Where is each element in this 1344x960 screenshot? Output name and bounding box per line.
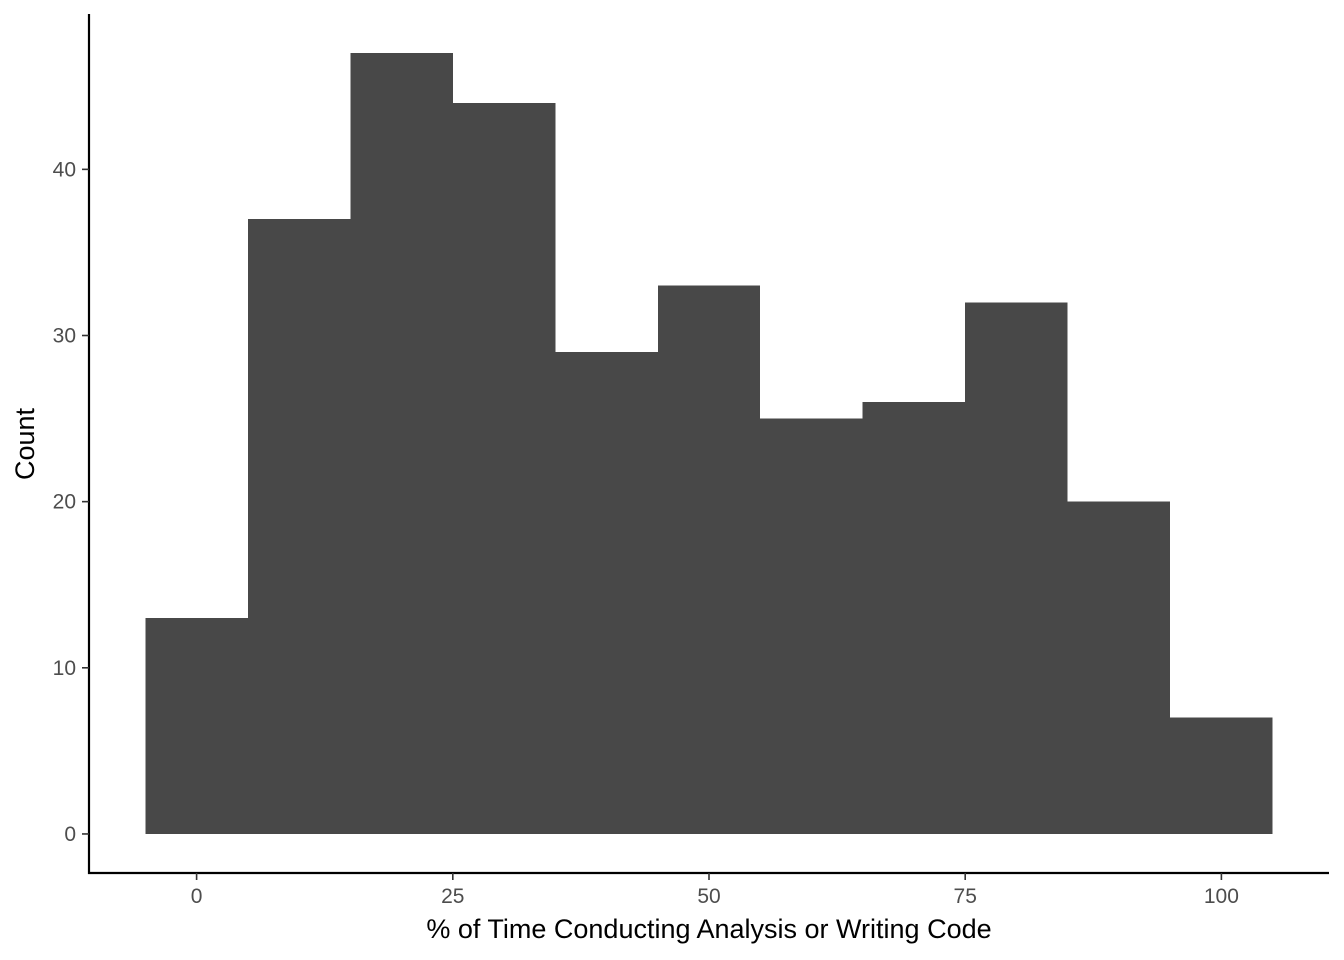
bars-group <box>145 53 1273 834</box>
x-ticks-group: 0 25 50 75 100 <box>191 873 1239 908</box>
y-tick-label: 40 <box>53 158 76 181</box>
y-ticks-group: 0 10 20 30 40 <box>53 158 89 846</box>
histogram-bar-0 <box>145 617 248 834</box>
x-tick-label: 25 <box>441 885 464 908</box>
histogram-bar-4 <box>555 352 658 834</box>
histogram-bar-9 <box>1067 501 1171 834</box>
histogram-bar-3 <box>452 102 556 834</box>
histogram-bar-7 <box>862 401 966 834</box>
histogram-bar-2 <box>350 53 453 834</box>
x-axis-title: % of Time Conducting Analysis or Writing… <box>426 914 991 944</box>
x-tick-label: 0 <box>191 885 203 908</box>
x-tick-label: 75 <box>954 885 977 908</box>
y-tick-label: 30 <box>53 325 76 348</box>
histogram-bar-8 <box>965 302 1068 834</box>
y-tick-label: 20 <box>53 491 76 514</box>
histogram-bar-6 <box>760 418 863 834</box>
histogram-bar-5 <box>657 285 761 834</box>
histogram-bar-10 <box>1170 717 1273 834</box>
histogram-bar-1 <box>247 219 351 834</box>
x-tick-label: 50 <box>697 885 720 908</box>
x-tick-label: 100 <box>1204 885 1239 908</box>
y-tick-label: 0 <box>64 823 76 846</box>
y-tick-label: 10 <box>53 657 76 680</box>
y-axis-title: Count <box>10 407 40 480</box>
